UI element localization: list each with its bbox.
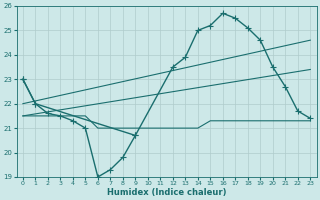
X-axis label: Humidex (Indice chaleur): Humidex (Indice chaleur) <box>107 188 226 197</box>
